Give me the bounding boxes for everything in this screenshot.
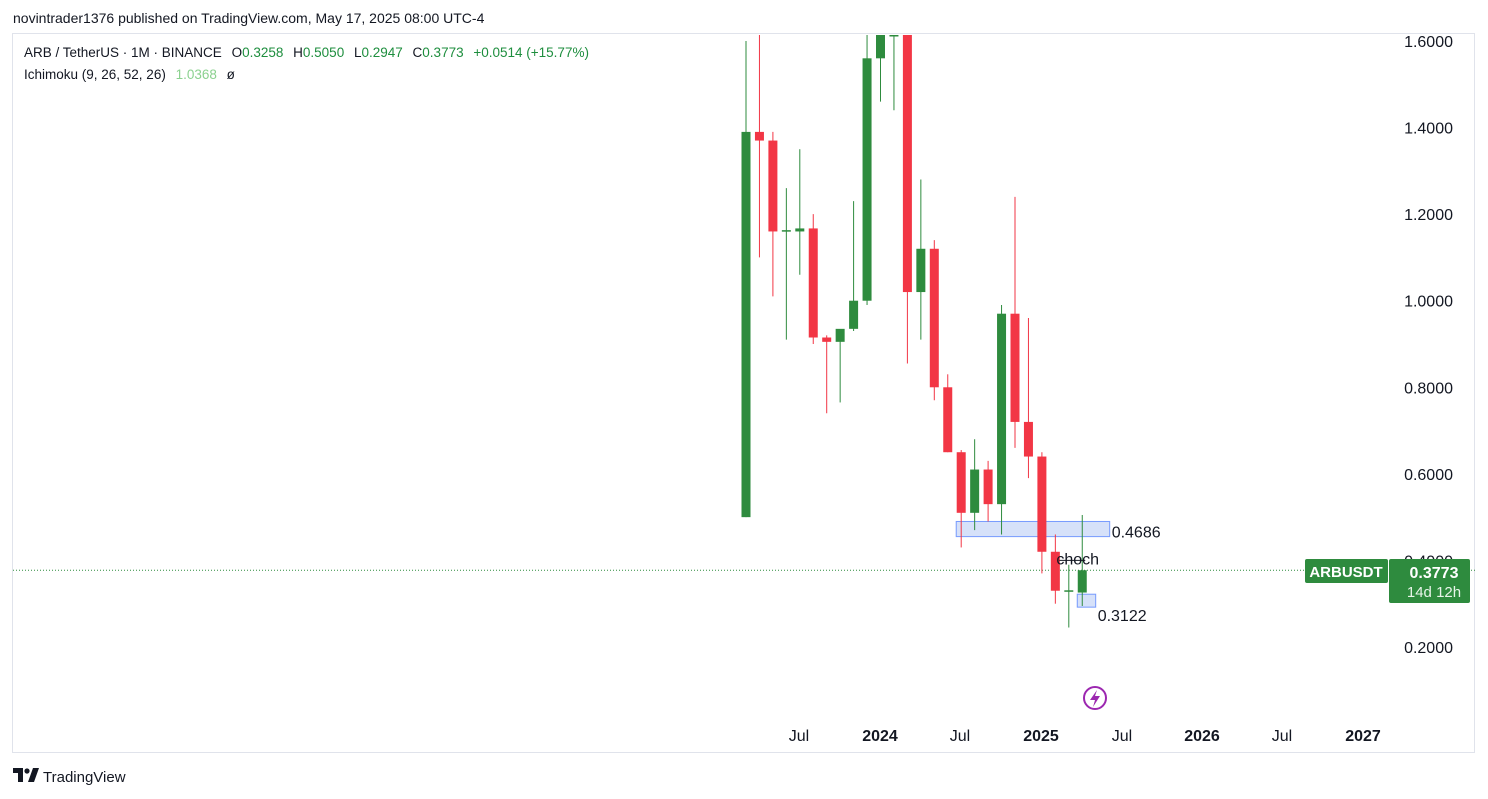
close-label: C: [412, 45, 423, 60]
candle[interactable]: [902, 35, 912, 364]
y-tick-label: 1.4000: [1404, 121, 1453, 138]
symbol-legend: ARB / TetherUS · 1M · BINANCE O0.3258 H0…: [24, 45, 589, 60]
candle-body: [835, 328, 845, 342]
low-value: 0.2947: [361, 45, 403, 60]
x-tick-label: Jul: [789, 728, 809, 745]
candle-body: [970, 469, 980, 513]
candle[interactable]: [1064, 564, 1074, 628]
candle[interactable]: [956, 450, 966, 548]
y-tick-label: 1.2000: [1404, 207, 1453, 224]
candle-body: [943, 387, 953, 453]
candle-body: [768, 140, 778, 232]
x-tick-label: 2025: [1023, 728, 1059, 745]
candle-body: [997, 313, 1007, 505]
candle[interactable]: [889, 35, 899, 111]
candle[interactable]: [822, 335, 832, 414]
x-tick-label: Jul: [1112, 728, 1132, 745]
candle[interactable]: [1050, 534, 1060, 604]
candle-body: [754, 131, 764, 141]
symbol-badge: [1305, 559, 1388, 583]
symbol-badge-text: ARBUSDT: [1309, 564, 1382, 581]
y-tick-label: 0.8000: [1404, 380, 1453, 397]
candle[interactable]: [943, 374, 953, 453]
y-tick-label: 0.2000: [1404, 640, 1453, 657]
candle-body: [808, 228, 818, 338]
zone-label: 0.4686: [1112, 524, 1161, 541]
candle[interactable]: [754, 35, 764, 258]
candle-body: [1077, 570, 1087, 593]
candle[interactable]: [795, 149, 805, 275]
x-tick-label: 2027: [1345, 728, 1381, 745]
candle[interactable]: [876, 35, 885, 102]
chart-frame: [12, 33, 1475, 753]
zone-box[interactable]: [955, 520, 1111, 538]
close-value: 0.3773: [422, 45, 464, 60]
candle-body: [822, 337, 832, 342]
last-price-text: 0.3773: [1410, 565, 1459, 582]
change-value: +0.0514 (+15.77%): [473, 45, 589, 60]
candle-body: [902, 35, 912, 293]
lightning-icon[interactable]: [1083, 686, 1107, 710]
hidden-indicator-icon[interactable]: ø: [226, 67, 235, 82]
candle-body: [1050, 551, 1060, 591]
candle[interactable]: [862, 35, 872, 306]
candle-body: [862, 58, 872, 301]
indicator-value: 1.0368: [175, 67, 217, 82]
candle-body: [795, 228, 805, 232]
footer-brand-text: TradingView: [43, 768, 126, 786]
high-label: H: [293, 45, 303, 60]
countdown-text: 14d 12h: [1407, 584, 1461, 601]
candle[interactable]: [781, 188, 791, 340]
y-tick-label: 0.6000: [1404, 467, 1453, 484]
candle-body: [929, 248, 939, 388]
high-value: 0.5050: [302, 45, 345, 60]
candle-body: [956, 452, 966, 513]
candle[interactable]: [741, 41, 751, 518]
x-tick-label: 2026: [1184, 728, 1220, 745]
candle-body: [1010, 313, 1020, 422]
candle[interactable]: [808, 214, 818, 344]
zone-box[interactable]: [1076, 593, 1097, 608]
publisher-line: novintrader1376 published on TradingView…: [13, 10, 485, 26]
candle[interactable]: [997, 305, 1007, 535]
candle[interactable]: [1037, 452, 1047, 574]
candle[interactable]: [1023, 318, 1033, 479]
x-tick-label: Jul: [950, 728, 970, 745]
y-tick-label: 1.6000: [1404, 34, 1453, 51]
candle[interactable]: [1010, 196, 1020, 448]
last-price-badge: [1389, 559, 1470, 603]
y-tick-label: 1.0000: [1404, 294, 1453, 311]
open-label: O: [231, 45, 243, 60]
candle[interactable]: [835, 328, 845, 403]
candle-body: [781, 230, 791, 232]
candle[interactable]: [970, 439, 980, 531]
candle[interactable]: [768, 131, 778, 297]
low-label: L: [353, 45, 362, 60]
tradingview-logo-icon: [13, 768, 39, 786]
candle-body: [889, 35, 899, 37]
candle[interactable]: [849, 201, 859, 332]
candle-body: [1023, 421, 1033, 457]
zone-label: 0.3122: [1098, 608, 1147, 625]
candle-body: [849, 300, 859, 329]
candle-body: [741, 131, 751, 518]
candle-body: [983, 469, 993, 505]
indicator-name: Ichimoku (9, 26, 52, 26): [24, 67, 166, 82]
indicator-legend[interactable]: Ichimoku (9, 26, 52, 26) 1.0368 ø: [24, 67, 235, 82]
candle-body: [1037, 456, 1047, 552]
x-tick-label: Jul: [1272, 728, 1292, 745]
open-value: 0.3258: [242, 45, 284, 60]
footer-brand[interactable]: TradingView: [13, 768, 126, 786]
candle[interactable]: [983, 460, 993, 522]
x-tick-label: 2024: [862, 728, 898, 745]
candle-body: [916, 248, 926, 293]
symbol-title[interactable]: ARB / TetherUS · 1M · BINANCE: [24, 45, 222, 60]
candle-body: [1064, 590, 1074, 592]
choch-annotation[interactable]: choch: [1056, 551, 1099, 568]
candle[interactable]: [929, 240, 939, 401]
candle-body: [876, 35, 885, 59]
candle[interactable]: [916, 179, 926, 340]
